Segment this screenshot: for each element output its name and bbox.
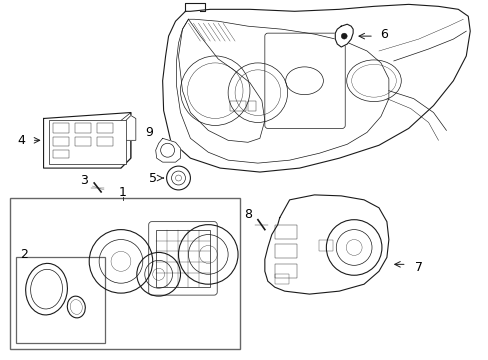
Bar	[53, 137, 69, 146]
Text: 1: 1	[119, 186, 126, 199]
Bar	[155, 230, 210, 287]
Text: 5: 5	[148, 171, 156, 185]
Bar	[75, 137, 91, 146]
Bar	[53, 123, 69, 133]
Text: 7: 7	[414, 261, 422, 274]
Bar	[16, 257, 105, 343]
Circle shape	[166, 166, 190, 190]
Text: 2: 2	[20, 248, 28, 261]
Bar	[274, 274, 288, 284]
Bar	[97, 123, 113, 133]
Bar	[274, 264, 296, 278]
Circle shape	[341, 33, 346, 39]
Polygon shape	[43, 113, 131, 168]
Bar	[274, 244, 296, 258]
Bar	[97, 137, 113, 146]
Polygon shape	[155, 138, 180, 162]
Bar	[230, 100, 245, 111]
Polygon shape	[126, 116, 136, 140]
Bar	[319, 239, 333, 251]
Bar	[10, 198, 240, 349]
Text: 3: 3	[80, 174, 88, 186]
Text: 6: 6	[379, 28, 387, 41]
Bar	[53, 150, 69, 158]
Bar	[48, 121, 126, 164]
Bar	[247, 100, 255, 111]
Bar	[274, 225, 296, 239]
Polygon shape	[335, 24, 352, 47]
Text: 8: 8	[244, 208, 251, 221]
Text: 9: 9	[144, 126, 152, 139]
Polygon shape	[264, 195, 388, 294]
Text: 4: 4	[18, 134, 25, 147]
Bar	[75, 123, 91, 133]
